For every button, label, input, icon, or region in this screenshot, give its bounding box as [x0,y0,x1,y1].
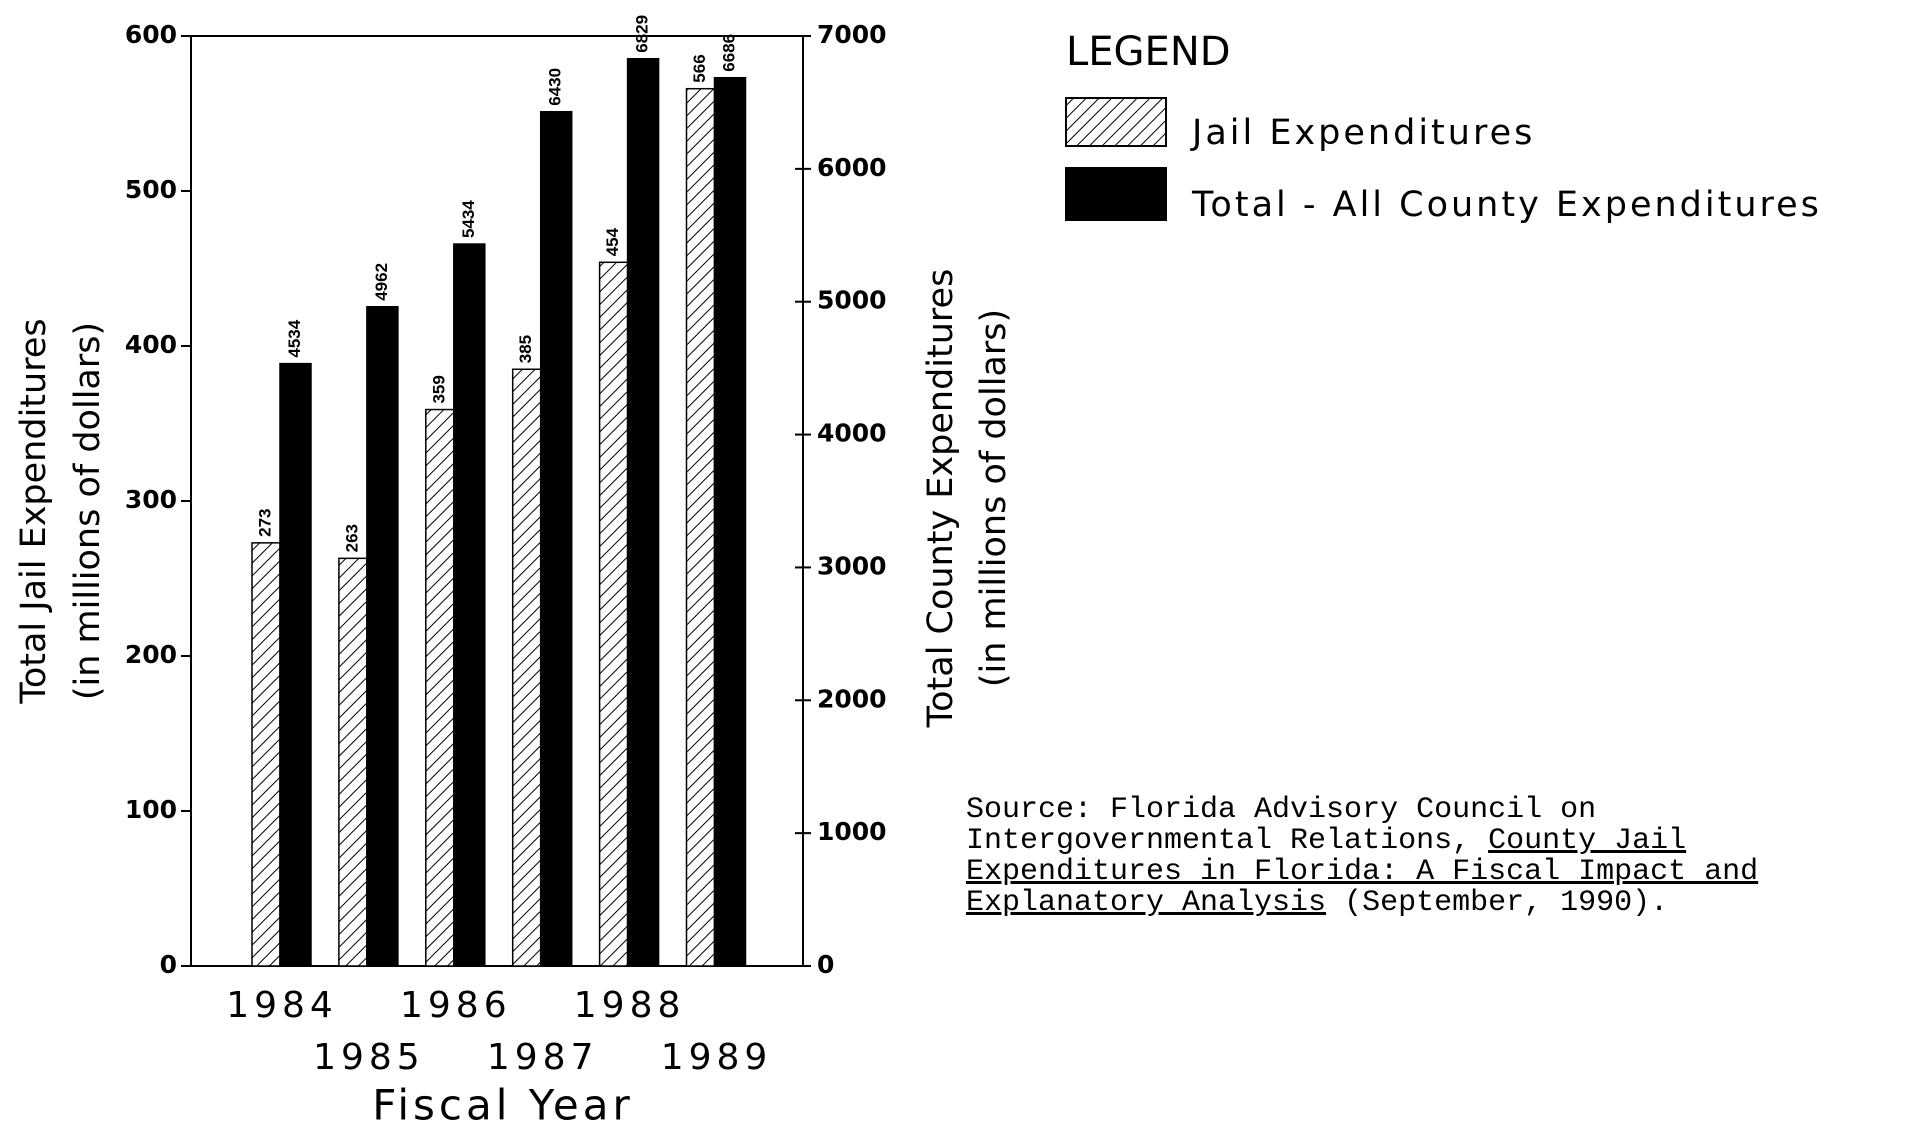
bar [685,87,716,967]
value-label: 273 [255,508,274,536]
x-tick-label: 1986 [400,985,512,1026]
x-tick-label: 1988 [574,985,686,1026]
y-tick-label: 500 [125,175,177,204]
value-label: 6430 [546,68,565,106]
legend-label: Total - All County Expenditures [1191,185,1822,225]
bar [539,110,573,967]
source-note: Source: Florida Advisory Council on Inte… [966,795,1846,919]
x-tick-label: 1987 [487,1037,599,1078]
value-label: 385 [516,335,535,363]
bar [453,243,486,967]
y2-tick-label: 6000 [817,153,887,182]
x-tick-label: 1985 [313,1037,425,1078]
bar [338,557,368,967]
bar [511,368,542,967]
y2-tick-label: 5000 [817,286,887,315]
value-label: 4534 [285,319,304,357]
value-label: 359 [429,375,448,403]
value-label: 566 [690,54,709,82]
y2-tick-label: 1000 [817,817,887,846]
y2-axis-label: (in millions of dollars) [974,309,1014,687]
y2-tick-label: 4000 [817,419,887,448]
y2-tick-label: 0 [817,950,834,979]
y2-tick-label: 2000 [817,684,887,713]
value-label: 6829 [633,15,652,53]
bar [626,57,660,967]
value-label: 263 [342,524,361,552]
source-prefix: Source: Florida Advisory Council on Inte… [966,793,1597,858]
source-suffix: (September, 1990). [1326,886,1669,920]
x-axis-label: Fiscal Year [372,1081,633,1130]
y-tick-label: 200 [125,640,177,669]
bar [598,261,629,967]
value-label: 454 [603,227,622,256]
x-tick-label: 1984 [226,985,338,1026]
y-tick-label: 400 [125,330,177,359]
bar [251,542,281,967]
legend-title: LEGEND [1066,29,1231,75]
legend-label: Jail Expenditures [1190,113,1535,153]
y2-axis-label: Total County Expenditures [921,269,961,729]
y-tick-label: 0 [160,950,177,979]
bar [279,362,312,967]
value-label: 5434 [459,200,478,238]
bar [366,306,399,967]
y-tick-label: 100 [125,795,177,824]
y-axis-label: Total Jail Expenditures [14,318,54,704]
y-tick-label: 600 [125,20,177,49]
source-title: County Jail Expenditures in Florida: A F… [966,824,1759,920]
y2-tick-label: 3000 [817,551,887,580]
y2-tick-label: 7000 [817,20,887,49]
bar [425,408,455,967]
legend-swatch [1065,167,1167,221]
x-tick-label: 1989 [661,1037,773,1078]
y-tick-label: 300 [125,485,177,514]
bar [713,76,747,967]
value-label: 6686 [719,34,738,72]
y-axis-label: (in millions of dollars) [68,322,108,700]
value-label: 4962 [372,263,391,301]
legend-swatch [1065,97,1167,147]
